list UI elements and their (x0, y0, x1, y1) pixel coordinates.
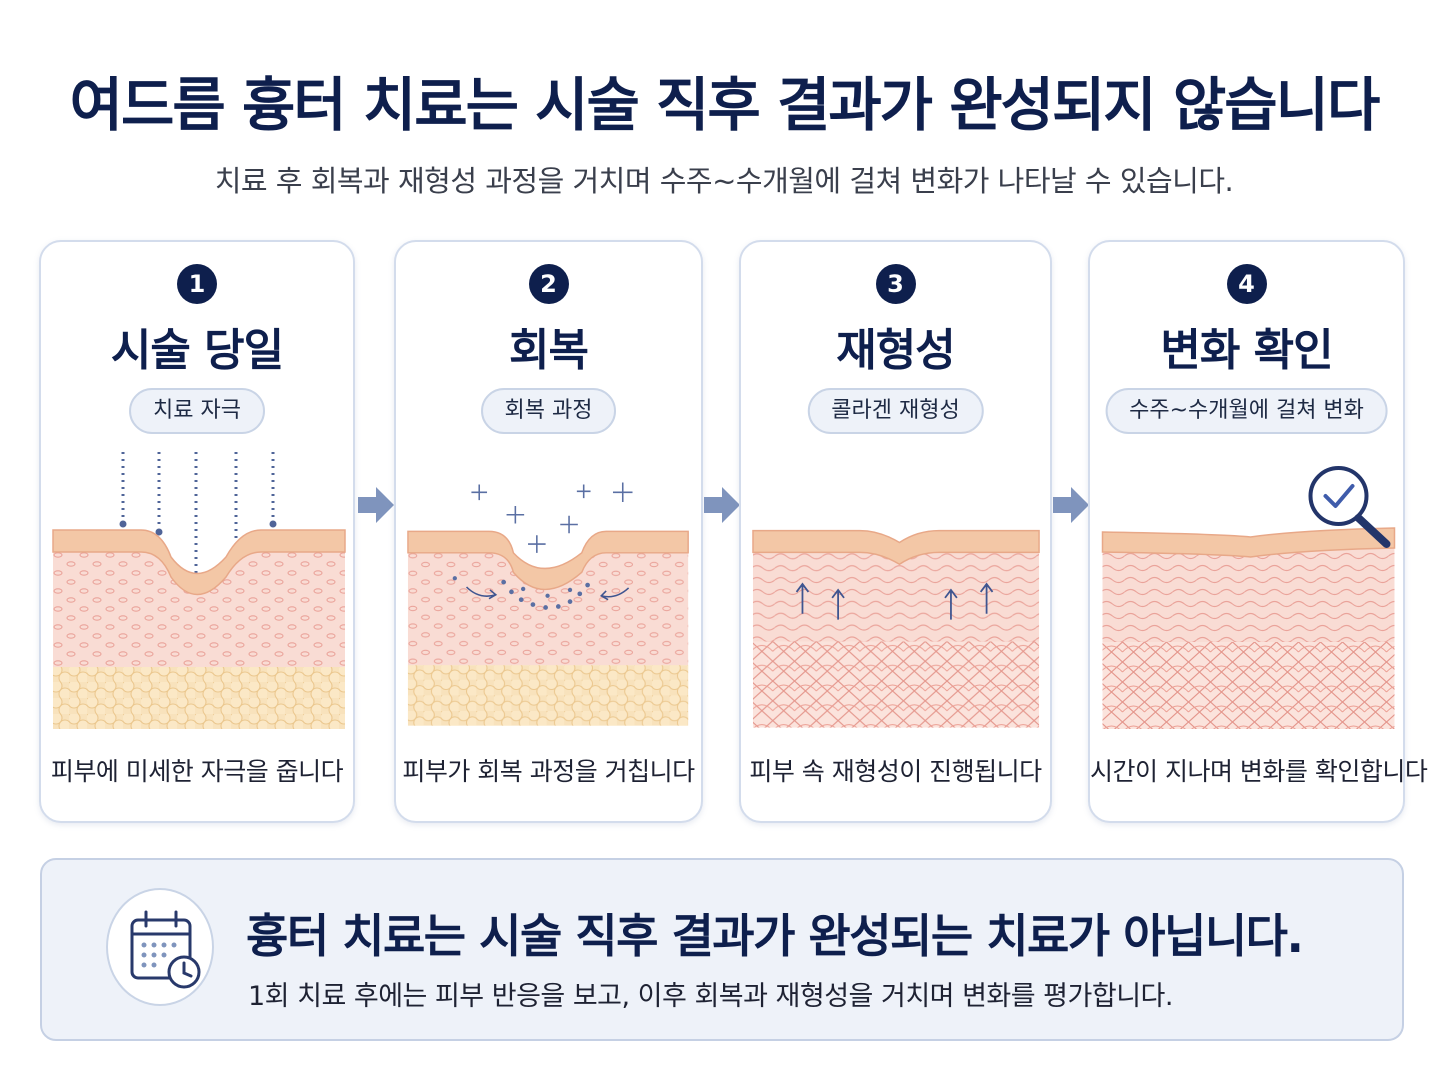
step-tag: 회복 과정 (480, 388, 617, 434)
magnifier-check-icon (1308, 466, 1391, 548)
step-tag: 수주~수개월에 걸쳐 변화 (1105, 388, 1388, 434)
page-title: 여드름 흉터 치료는 시술 직후 결과가 완성되지 않습니다 (69, 71, 1381, 139)
step-card-1: 1 시술 당일 치료 자극 피부에 미세한 자극을 줍니다 (39, 240, 355, 823)
step-number-badge: 1 (177, 264, 217, 304)
summary-title: 흉터 치료는 시술 직후 결과가 완성되는 치료가 아닙니다. (246, 909, 1304, 963)
step-card-2: 2 회복 회복 과정 피부가 회복 과정을 거칩니다 (394, 240, 703, 823)
skin-result-illustration (1101, 466, 1396, 729)
step-tag: 콜라겐 재형성 (807, 388, 984, 434)
sparkle-icon (471, 482, 633, 553)
step-description: 피부가 회복 과정을 거칩니다 (402, 757, 695, 786)
inward-arrow-icon (465, 586, 630, 601)
step-tag: 치료 자극 (129, 388, 265, 434)
skin-treatment-illustration (52, 452, 346, 729)
summary-box: 흉터 치료는 시술 직후 결과가 완성되는 치료가 아닙니다. 1회 치료 후에… (40, 858, 1404, 1041)
healing-dots (452, 576, 590, 610)
step-description: 시간이 지나며 변화를 확인합니다 (1090, 757, 1428, 786)
step-description: 피부에 미세한 자극을 줍니다 (50, 757, 344, 786)
step-card-4: 4 변화 확인 수주~수개월에 걸쳐 변화 시간이 지나며 변화를 확인합니다 (1088, 240, 1428, 823)
step-title: 재형성 (836, 325, 955, 376)
skin-recovery-illustration (407, 482, 689, 726)
step-card-3: 3 재형성 콜라겐 재형성 피부 속 재형성이 진행됩니다 (739, 240, 1052, 823)
skin-remodeling-illustration (752, 529, 1040, 728)
step-title: 변화 확인 (1160, 325, 1333, 376)
summary-text: 1회 치료 후에는 피부 반응을 보고, 이후 회복과 재형성을 거치며 변화를… (248, 981, 1173, 1012)
calendar-clock-icon (106, 888, 214, 1006)
step-title: 회복 (509, 325, 589, 376)
step-title: 시술 당일 (110, 325, 284, 376)
step-number-badge: 4 (1226, 264, 1267, 304)
step-number-badge: 2 (528, 264, 569, 304)
up-arrow-icon (795, 582, 994, 620)
arrow-right-icon (358, 487, 394, 523)
step-number-badge: 3 (875, 264, 916, 304)
step-description: 피부 속 재형성이 진행됩니다 (749, 757, 1042, 786)
arrow-right-icon (704, 487, 740, 523)
page-subtitle: 치료 후 회복과 재형성 과정을 거치며 수주~수개월에 걸쳐 변화가 나타날 … (214, 164, 1234, 198)
arrow-right-icon (1053, 487, 1089, 523)
